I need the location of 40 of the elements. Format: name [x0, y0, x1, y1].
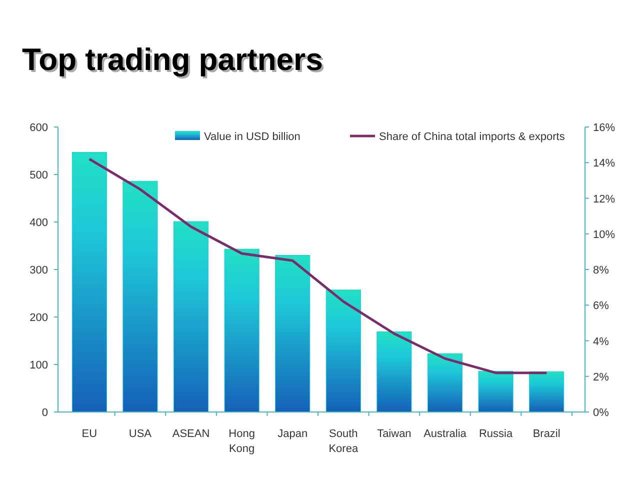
y-tick-label: 0: [42, 407, 48, 419]
bar: [376, 331, 412, 412]
bar: [173, 221, 209, 412]
y-tick-label: 500: [30, 170, 48, 182]
y-tick-label: 200: [30, 312, 48, 324]
y2-tick-label: 0%: [593, 407, 610, 419]
x-tick-label: Taiwan: [377, 428, 412, 440]
bar: [122, 180, 158, 412]
y2-tick-label: 8%: [593, 264, 610, 276]
x-tick-label: Australia: [424, 428, 468, 440]
y-tick-label: 100: [30, 360, 48, 372]
y2-tick-label: 16%: [593, 122, 616, 134]
bar: [224, 248, 260, 412]
bar: [326, 290, 361, 412]
legend-label: Value in USD billion: [204, 131, 300, 143]
bar: [529, 371, 564, 412]
x-tick-label: Russia: [478, 428, 514, 440]
y2-tick-label: 14%: [593, 158, 616, 170]
y2-tick-label: 12%: [593, 193, 616, 206]
chart-title: Top trading partners: [24, 44, 325, 79]
bar: [275, 255, 310, 412]
y-tick-label: 300: [30, 264, 48, 276]
x-tick-label: Brazil: [532, 428, 560, 440]
bar: [427, 353, 463, 412]
line-series: [88, 158, 548, 374]
x-tick-label: South Korea: [328, 428, 359, 455]
legend-label: Share of China total imports & exports: [379, 131, 566, 143]
x-tick-label: ASEAN: [172, 428, 210, 440]
bar: [478, 370, 514, 412]
y2-tick-label: 6%: [593, 300, 610, 312]
bar: [72, 152, 107, 412]
x-tick-label: Japan: [278, 428, 308, 440]
x-tick-label: USA: [128, 428, 152, 440]
y2-tick-label: 4%: [593, 336, 610, 348]
y2-tick-label: 2%: [593, 371, 610, 384]
x-tick-label: EU: [82, 428, 98, 440]
x-tick-label: Hong Kong: [228, 428, 255, 455]
y2-tick-label: 10%: [593, 228, 616, 241]
y-tick-label: 400: [30, 217, 48, 229]
y-tick-label: 600: [30, 122, 48, 134]
